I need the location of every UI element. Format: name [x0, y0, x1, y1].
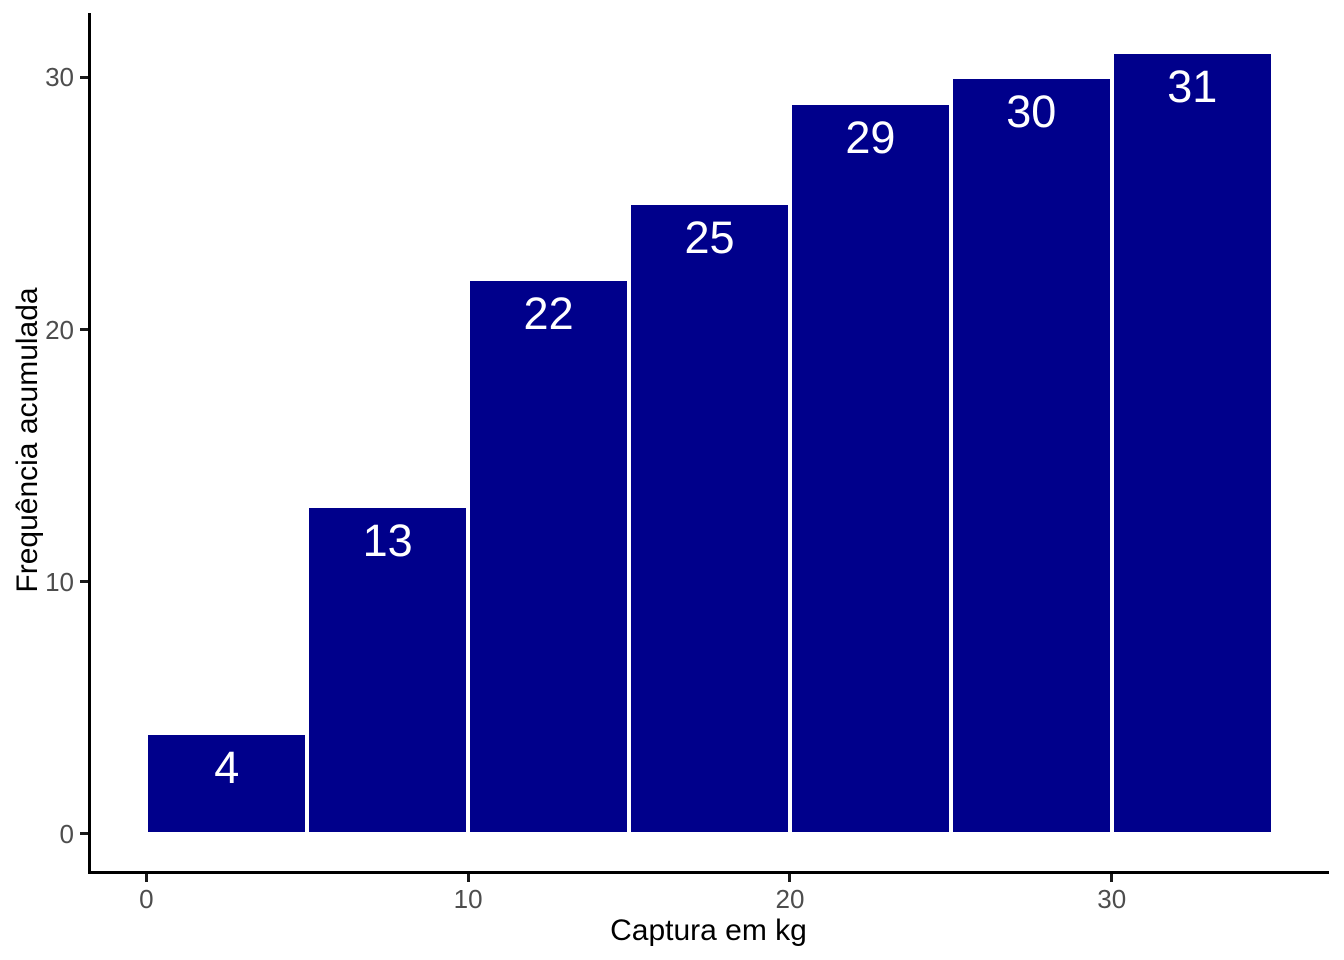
y-tick-mark	[80, 832, 88, 836]
bar-value-label: 25	[684, 212, 735, 264]
y-tick-label: 10	[45, 566, 74, 597]
bar-value-label: 29	[845, 111, 896, 163]
bar-value-label: 22	[523, 288, 574, 340]
histogram-bar: 22	[468, 279, 630, 834]
histogram-bar: 4	[146, 733, 308, 834]
x-tick-label: 20	[775, 884, 805, 914]
histogram-bar: 13	[307, 506, 469, 834]
y-tick-mark	[80, 328, 88, 331]
bar-value-label: 30	[1006, 86, 1057, 138]
histogram-bar: 29	[789, 102, 951, 834]
x-tick-label: 10	[453, 884, 483, 914]
y-tick-label: 30	[45, 62, 74, 93]
histogram-bar: 30	[950, 77, 1112, 834]
x-tick-mark	[144, 874, 148, 882]
y-axis-line	[88, 13, 91, 874]
bar-value-label: 4	[214, 742, 240, 794]
bar-value-label: 13	[362, 515, 413, 567]
x-tick-mark	[788, 874, 792, 882]
histogram-bar: 31	[1111, 52, 1273, 834]
x-axis-line	[88, 871, 1329, 874]
y-tick-mark	[80, 75, 88, 79]
x-tick-label: 30	[1097, 884, 1127, 914]
x-tick-mark	[1110, 874, 1114, 882]
y-tick-label: 20	[45, 314, 74, 345]
histogram-bar: 25	[629, 203, 790, 834]
x-tick-mark	[466, 874, 470, 882]
y-tick-mark	[80, 580, 88, 584]
y-tick-label: 0	[59, 818, 74, 849]
y-axis-title: Frequência acumulada	[11, 287, 44, 593]
bar-value-label: 31	[1167, 61, 1218, 113]
x-tick-label: 0	[139, 884, 154, 914]
x-axis-title: Captura em kg	[610, 914, 807, 947]
